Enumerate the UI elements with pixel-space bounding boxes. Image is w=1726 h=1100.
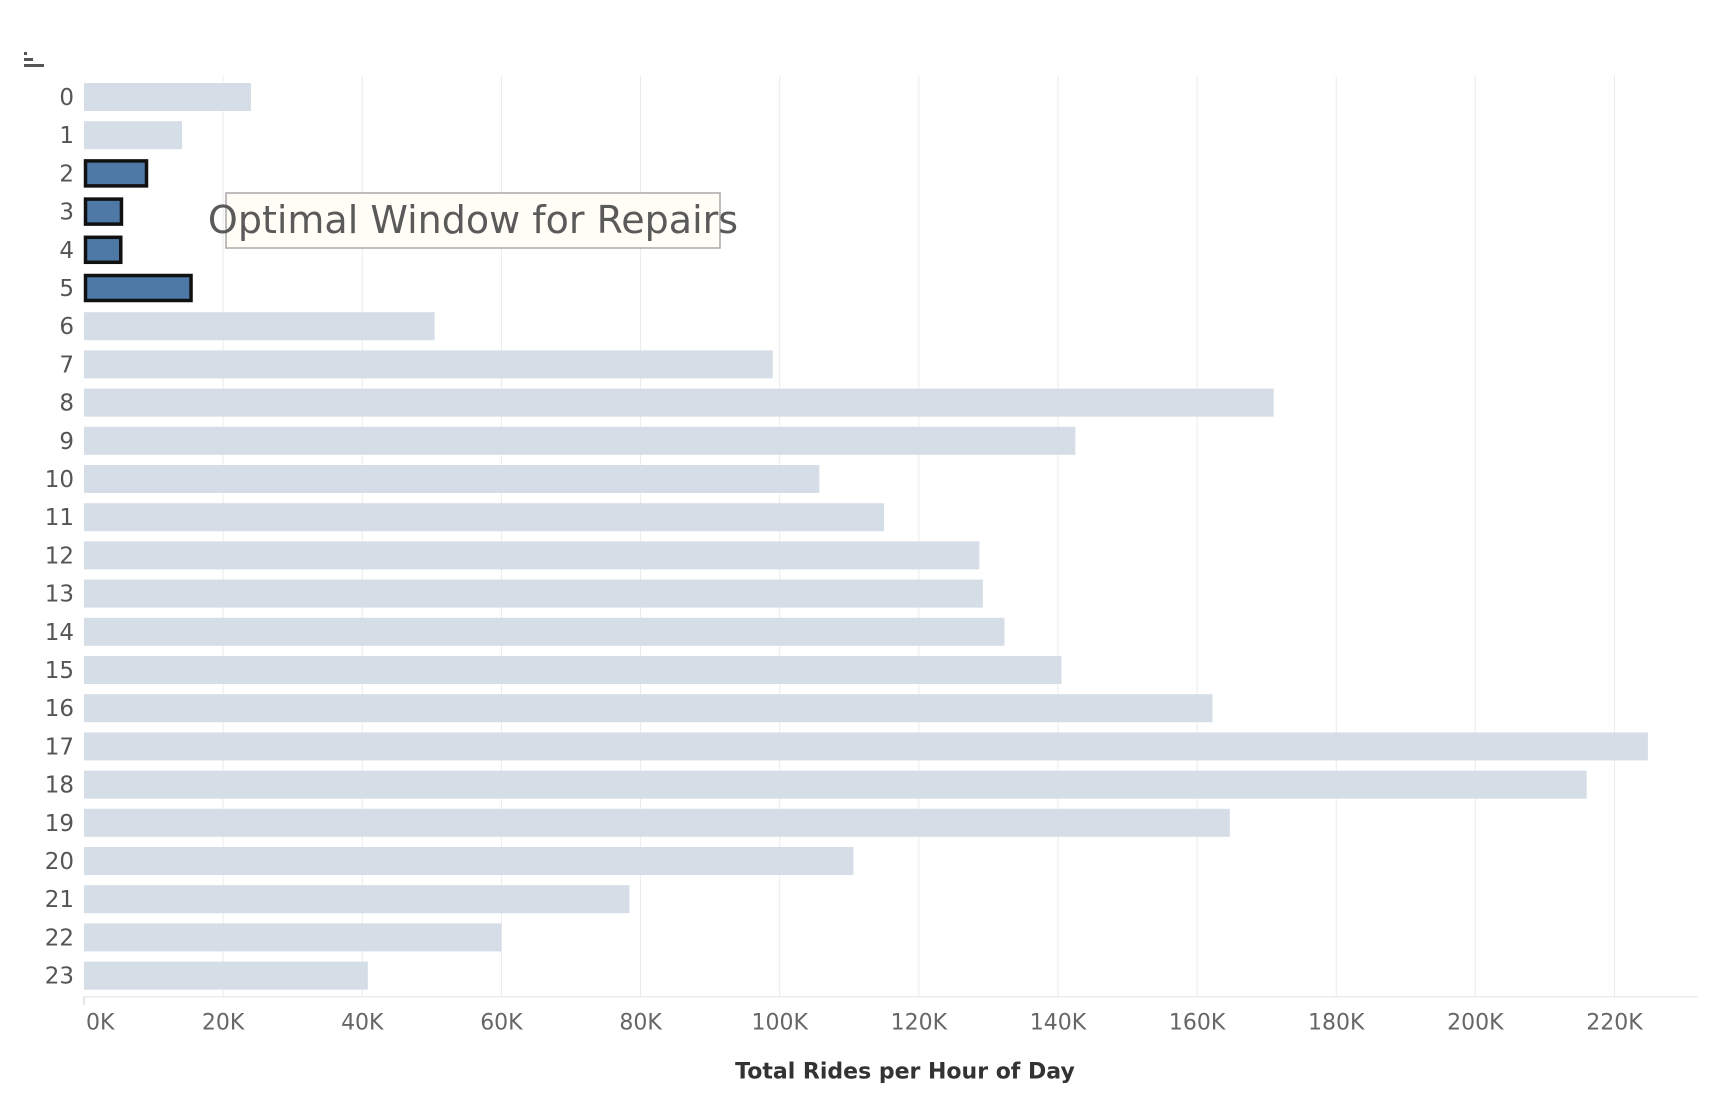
- bar-hour-10[interactable]: [84, 465, 820, 493]
- x-tick-label-10: 200K: [1447, 1011, 1504, 1036]
- x-tick-label-5: 100K: [751, 1011, 808, 1036]
- sort-descending-icon[interactable]: [24, 52, 44, 67]
- category-label-16: 16: [45, 696, 74, 722]
- category-label-8: 8: [59, 391, 74, 417]
- bar-hour-8[interactable]: [84, 388, 1274, 417]
- bar-hour-23[interactable]: [84, 961, 368, 990]
- x-axis-title: Total Rides per Hour of Day: [735, 1060, 1075, 1085]
- bar-hour-13[interactable]: [84, 579, 983, 608]
- category-label-1: 1: [59, 123, 74, 149]
- bar-hour-9[interactable]: [84, 426, 1076, 455]
- x-tick-label-6: 120K: [891, 1011, 948, 1036]
- category-label-12: 12: [45, 543, 74, 569]
- bar-hour-4[interactable]: [83, 235, 123, 265]
- category-label-11: 11: [45, 505, 74, 531]
- category-label-4: 4: [59, 238, 74, 264]
- category-label-21: 21: [45, 887, 74, 913]
- category-label-14: 14: [45, 620, 74, 646]
- bar-hour-11[interactable]: [84, 503, 885, 532]
- bar-hour-2[interactable]: [83, 159, 149, 188]
- category-label-17: 17: [45, 734, 74, 760]
- bar-hour-16[interactable]: [84, 694, 1213, 723]
- x-tick-label-8: 160K: [1169, 1011, 1226, 1036]
- category-label-20: 20: [45, 849, 74, 875]
- x-tick-label-11: 220K: [1586, 1011, 1643, 1036]
- bar-hour-7[interactable]: [84, 350, 773, 379]
- category-label-0: 0: [59, 85, 74, 111]
- bar-hour-21[interactable]: [84, 885, 630, 914]
- category-label-22: 22: [45, 925, 74, 951]
- bar-hour-18[interactable]: [84, 770, 1587, 799]
- annotation-box: Optimal Window for Repairs: [208, 192, 738, 249]
- bar-hour-3[interactable]: [83, 197, 124, 226]
- bar-hour-20[interactable]: [84, 847, 854, 875]
- x-tick-label-2: 40K: [341, 1011, 384, 1036]
- bars: [83, 83, 1648, 990]
- category-label-18: 18: [45, 773, 74, 799]
- x-tick-label-3: 60K: [480, 1011, 523, 1036]
- category-label-5: 5: [59, 276, 74, 302]
- category-label-2: 2: [59, 161, 74, 187]
- bar-hour-17[interactable]: [84, 732, 1648, 761]
- category-label-6: 6: [59, 314, 74, 340]
- category-label-7: 7: [59, 352, 74, 378]
- category-label-15: 15: [45, 658, 74, 684]
- x-axis-ticks: 0K 20K 40K 60K 80K 100K 120K 140K 160K 180K 200K 22…: [86, 1011, 1643, 1036]
- category-label-10: 10: [45, 467, 74, 493]
- x-tick-label-4: 80K: [619, 1011, 662, 1036]
- x-tick-label-1: 20K: [202, 1011, 245, 1036]
- bar-hour-12[interactable]: [84, 541, 980, 570]
- category-label-3: 3: [59, 200, 74, 226]
- bar-hour-15[interactable]: [84, 656, 1062, 684]
- bar-hour-6[interactable]: [84, 312, 435, 341]
- x-tick-label-0: 0K: [86, 1011, 115, 1036]
- bar-hour-5[interactable]: [83, 273, 193, 303]
- category-label-9: 9: [59, 429, 74, 455]
- bar-hour-14[interactable]: [84, 617, 1005, 646]
- category-label-13: 13: [45, 582, 74, 608]
- x-tick-label-9: 180K: [1308, 1011, 1365, 1036]
- bar-hour-19[interactable]: [84, 808, 1230, 837]
- category-label-23: 23: [45, 964, 74, 990]
- annotation-text: Optimal Window for Repairs: [208, 198, 738, 242]
- bar-hour-0[interactable]: [84, 83, 251, 111]
- bar-hour-1[interactable]: [84, 121, 183, 150]
- x-tick-label-7: 140K: [1030, 1011, 1087, 1036]
- bar-hour-22[interactable]: [84, 923, 502, 952]
- category-label-19: 19: [45, 811, 74, 837]
